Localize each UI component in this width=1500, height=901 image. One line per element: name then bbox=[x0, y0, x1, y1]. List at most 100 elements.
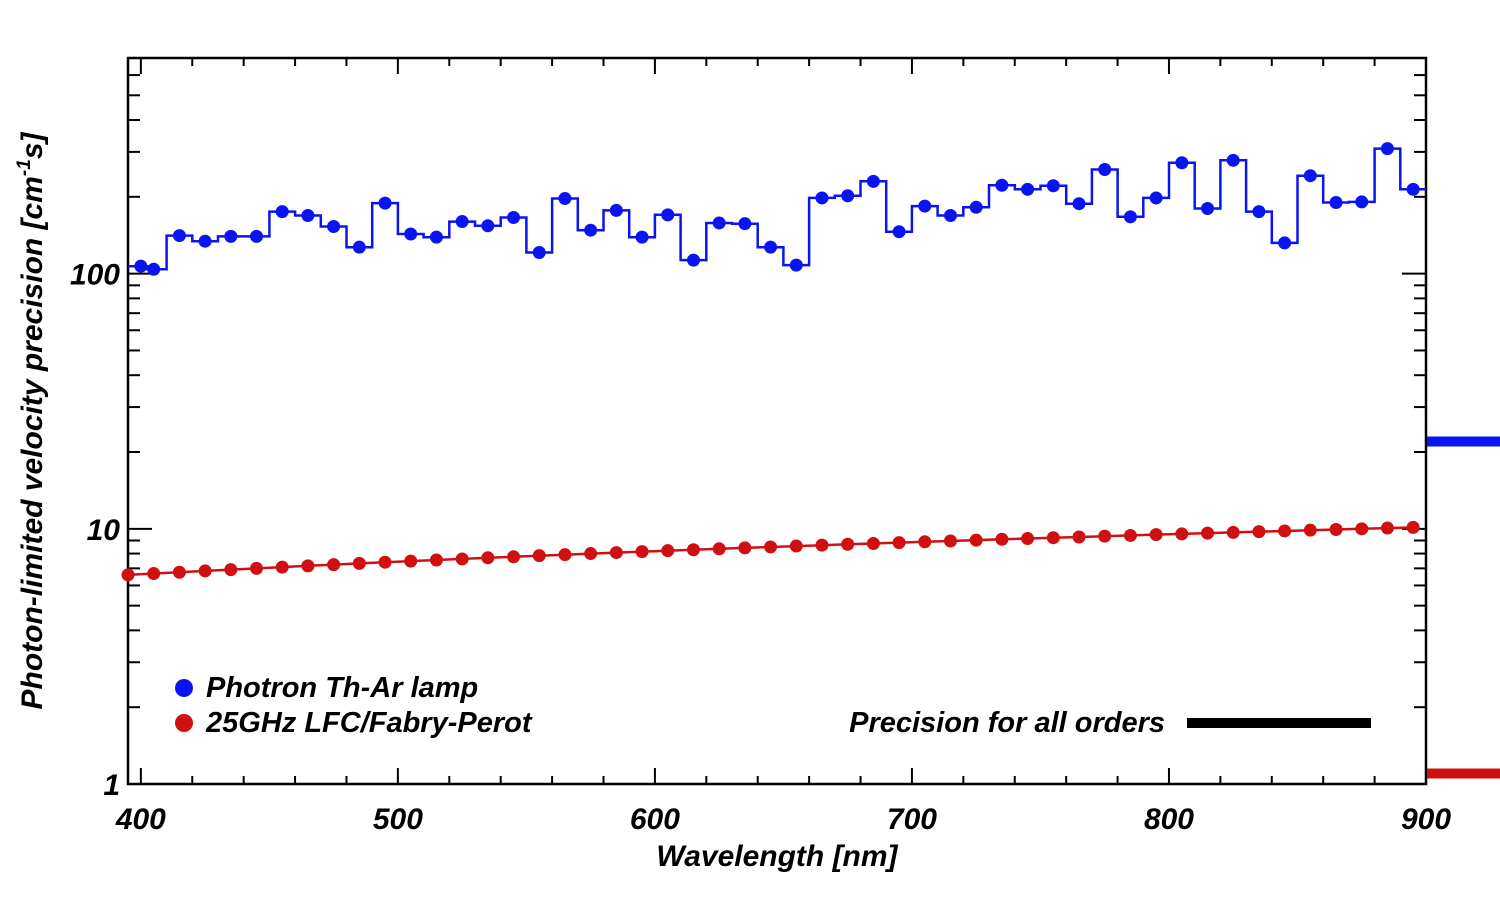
thar-data-point bbox=[481, 219, 495, 233]
thar-data-point bbox=[1380, 142, 1394, 156]
thar-data-point bbox=[404, 227, 418, 241]
lfc-data-point bbox=[404, 554, 418, 568]
lfc-data-point bbox=[609, 546, 623, 560]
lfc-data-point bbox=[429, 553, 443, 567]
legend-label-all-orders: Precision for all orders bbox=[849, 707, 1165, 739]
lfc-data-point bbox=[327, 558, 341, 572]
x-tick-label: 800 bbox=[1144, 803, 1194, 836]
thar-data-point bbox=[224, 229, 238, 243]
lfc-data-point bbox=[1201, 526, 1215, 540]
lfc-data-point bbox=[558, 548, 572, 562]
x-tick-label: 600 bbox=[630, 803, 680, 836]
lfc-data-point bbox=[532, 549, 546, 563]
y-axis-title: Photon-limited velocity precision [cm-1s… bbox=[14, 131, 49, 709]
lfc-data-point bbox=[1355, 522, 1369, 536]
thar-data-point bbox=[1252, 205, 1266, 219]
thar-data-point bbox=[943, 208, 957, 222]
y-axis-title-suffix: s] bbox=[16, 131, 49, 159]
thar-data-point bbox=[995, 178, 1009, 192]
legend-marker-lfc bbox=[175, 714, 193, 732]
thar-data-point bbox=[584, 223, 598, 237]
lfc-data-point bbox=[1380, 521, 1394, 535]
thar-data-point bbox=[841, 189, 855, 203]
x-tick-label: 700 bbox=[887, 803, 937, 836]
thar-data-point bbox=[429, 230, 443, 244]
x-tick-label: 900 bbox=[1401, 803, 1451, 836]
lfc-data-point bbox=[1021, 532, 1035, 546]
y-axis-title-exponent: -1 bbox=[14, 159, 35, 176]
thar-data-point bbox=[789, 258, 803, 272]
lfc-data-point bbox=[635, 545, 649, 559]
lfc-data-point bbox=[172, 565, 186, 579]
lfc-data-point bbox=[1175, 527, 1189, 541]
thar-data-point bbox=[352, 240, 366, 254]
thar-data-point bbox=[918, 199, 932, 213]
thar-data-point bbox=[507, 210, 521, 224]
thar-data-point bbox=[1098, 162, 1112, 176]
lfc-data-point bbox=[198, 564, 212, 578]
axis-ticks bbox=[128, 57, 1427, 785]
lfc-data-point bbox=[1046, 531, 1060, 545]
thar-data-point bbox=[147, 262, 161, 276]
lfc-data-point bbox=[507, 550, 521, 564]
thar-data-point bbox=[1226, 153, 1240, 167]
thar-data-point bbox=[172, 229, 186, 243]
lfc-data-point bbox=[995, 532, 1009, 546]
x-tick-labels: 400 500 600 700 800 900 bbox=[115, 803, 1452, 836]
thar-data-point bbox=[1329, 196, 1343, 210]
thar-data-point bbox=[455, 215, 469, 229]
thar-data-point bbox=[1175, 156, 1189, 170]
lfc-data-point bbox=[1226, 525, 1240, 539]
plot-frame bbox=[126, 56, 1428, 786]
lfc-data-point bbox=[892, 536, 906, 550]
lfc-data-point bbox=[224, 563, 238, 577]
thar-data-point bbox=[635, 230, 649, 244]
x-tick-label: 400 bbox=[115, 803, 166, 836]
y-tick-label: 10 bbox=[87, 514, 121, 547]
thar-data-point bbox=[275, 205, 289, 219]
thar-data-point bbox=[1046, 179, 1060, 193]
thar-data-point bbox=[764, 240, 778, 254]
lfc-data-point bbox=[866, 536, 880, 550]
lfc-data-point bbox=[686, 543, 700, 557]
lfc-data-point bbox=[378, 555, 392, 569]
lfc-data-point bbox=[789, 539, 803, 553]
thar-data-point bbox=[969, 200, 983, 214]
thar-data-point bbox=[686, 253, 700, 267]
lfc-data-point bbox=[1072, 530, 1086, 544]
thar-data-point bbox=[134, 259, 148, 273]
x-axis-title: Wavelength [nm] bbox=[656, 840, 898, 873]
lfc-data-point bbox=[1123, 528, 1137, 542]
thar-data-point bbox=[327, 220, 341, 234]
lfc-data-point bbox=[969, 533, 983, 547]
thar-data-point bbox=[815, 191, 829, 205]
y-tick-label: 1 bbox=[103, 769, 120, 802]
thar-data-point bbox=[1278, 236, 1292, 250]
thar-data-point bbox=[198, 234, 212, 248]
thar-data-point bbox=[892, 225, 906, 239]
all-orders-markers bbox=[1427, 436, 1500, 779]
lfc-data-point bbox=[815, 538, 829, 552]
thar-data-point bbox=[1355, 195, 1369, 209]
y-tick-label: 100 bbox=[70, 259, 120, 292]
thar-data-point bbox=[1149, 191, 1163, 205]
x-tick-label: 500 bbox=[373, 803, 423, 836]
lfc-data-point bbox=[1252, 525, 1266, 539]
lfc-data-point bbox=[1303, 523, 1317, 537]
lfc-data-point bbox=[1149, 528, 1163, 542]
lfc-data-point bbox=[764, 540, 778, 554]
lfc-data-point bbox=[1406, 520, 1420, 534]
lfc-data-point bbox=[943, 534, 957, 548]
thar-data-point bbox=[250, 229, 264, 243]
y-axis-title-main: Photon-limited velocity precision [cm bbox=[16, 176, 49, 709]
thar-data-point bbox=[1123, 210, 1137, 224]
lfc-data-point bbox=[918, 535, 932, 549]
thar-data-point bbox=[558, 192, 572, 206]
thar-data-point bbox=[301, 208, 315, 222]
lfc-data-point bbox=[455, 552, 469, 566]
legend: Photron Th-Ar lamp 25GHz LFC/Fabry-Perot… bbox=[175, 672, 1371, 739]
thar-data-point bbox=[1021, 182, 1035, 196]
legend-marker-thar bbox=[175, 679, 193, 697]
series-lines bbox=[127, 147, 1426, 577]
